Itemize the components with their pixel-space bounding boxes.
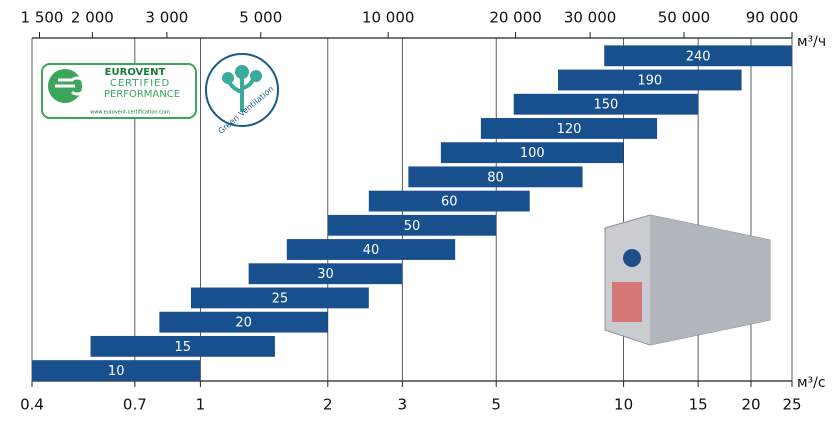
logo-leaf [235,65,249,79]
bar-label: 25 [272,291,289,306]
logo-e [55,76,87,96]
logo-text: PERFORMANCE [104,89,180,100]
x2-tick-label: 1 500 [21,9,64,27]
logo-leaf [250,70,262,82]
logo-text: CERTIFIED [110,78,170,89]
logo-leaf [222,72,234,84]
x2-tick-label: 3 000 [145,9,188,27]
range-bar [440,142,624,164]
bar-label: 150 [594,98,619,113]
unit-side [650,215,770,345]
bar-label: 240 [686,49,711,64]
range-bar [368,190,530,212]
bar-label: 50 [404,219,421,234]
range-bar [558,69,742,91]
x-tick-label: 15 [689,396,708,414]
range-bar [408,166,583,188]
bar-label: 40 [363,243,380,258]
unit-photo [604,214,771,346]
unit-coil [612,282,642,322]
bar-label: 60 [441,195,458,210]
x2-tick-label: 20 000 [489,9,542,27]
unit-fan [623,249,641,267]
x2-tick-label: 50 000 [658,9,711,27]
bar-label: 100 [520,146,545,161]
x-tick-label: 3 [398,396,408,414]
range-bar [248,263,403,285]
bar-label: 20 [235,316,252,331]
x-tick-label: 0.4 [20,396,44,414]
range-bar [327,214,497,236]
x2-axis-unit: м³/ч [797,34,826,50]
range-bar [32,360,201,381]
x-tick-label: 10 [614,396,633,414]
bar-label: 15 [174,340,191,355]
x2-tick-label: 2 000 [71,9,114,27]
x-tick-label: 5 [491,396,501,414]
logo-text: EUROVENT [105,67,166,78]
x2-tick-label: 10 000 [362,9,415,27]
x-tick-label: 0.7 [123,396,147,414]
x2-tick-label: 30 000 [564,9,617,27]
x-tick-label: 2 [323,396,333,414]
bar-label: 30 [317,267,334,282]
bar-label: 120 [557,122,582,137]
range-bar [159,311,328,333]
range-bar [513,93,699,115]
range-bar [480,118,658,139]
x-tick-label: 20 [741,396,760,414]
range-bar [90,335,275,357]
range-bar [190,287,369,309]
bar-label: 190 [637,74,662,89]
range-bar [286,239,456,260]
x-tick-label: 1 [196,396,206,414]
plot: 0.4 0.7 1 2 3 5 10 15 20 25 1 500 2 000 3 000 5 000 10… [20,9,826,414]
x2-tick-label: 90 000 [746,9,799,27]
x2-tick-label: 5 000 [239,9,282,27]
x-tick-label: 25 [782,396,801,414]
green-logo: Green Ventilation [205,53,279,136]
bar-label: 80 [487,170,504,185]
bar-label: 10 [108,364,125,379]
x-axis-unit: м³/с [797,375,826,391]
logo-text: www.eurovent-certification.com [90,110,170,116]
eurovent-logo: EUROVENT CERTIFIED PERFORMANCE www.eurov… [41,63,197,119]
range-bar [604,45,792,67]
